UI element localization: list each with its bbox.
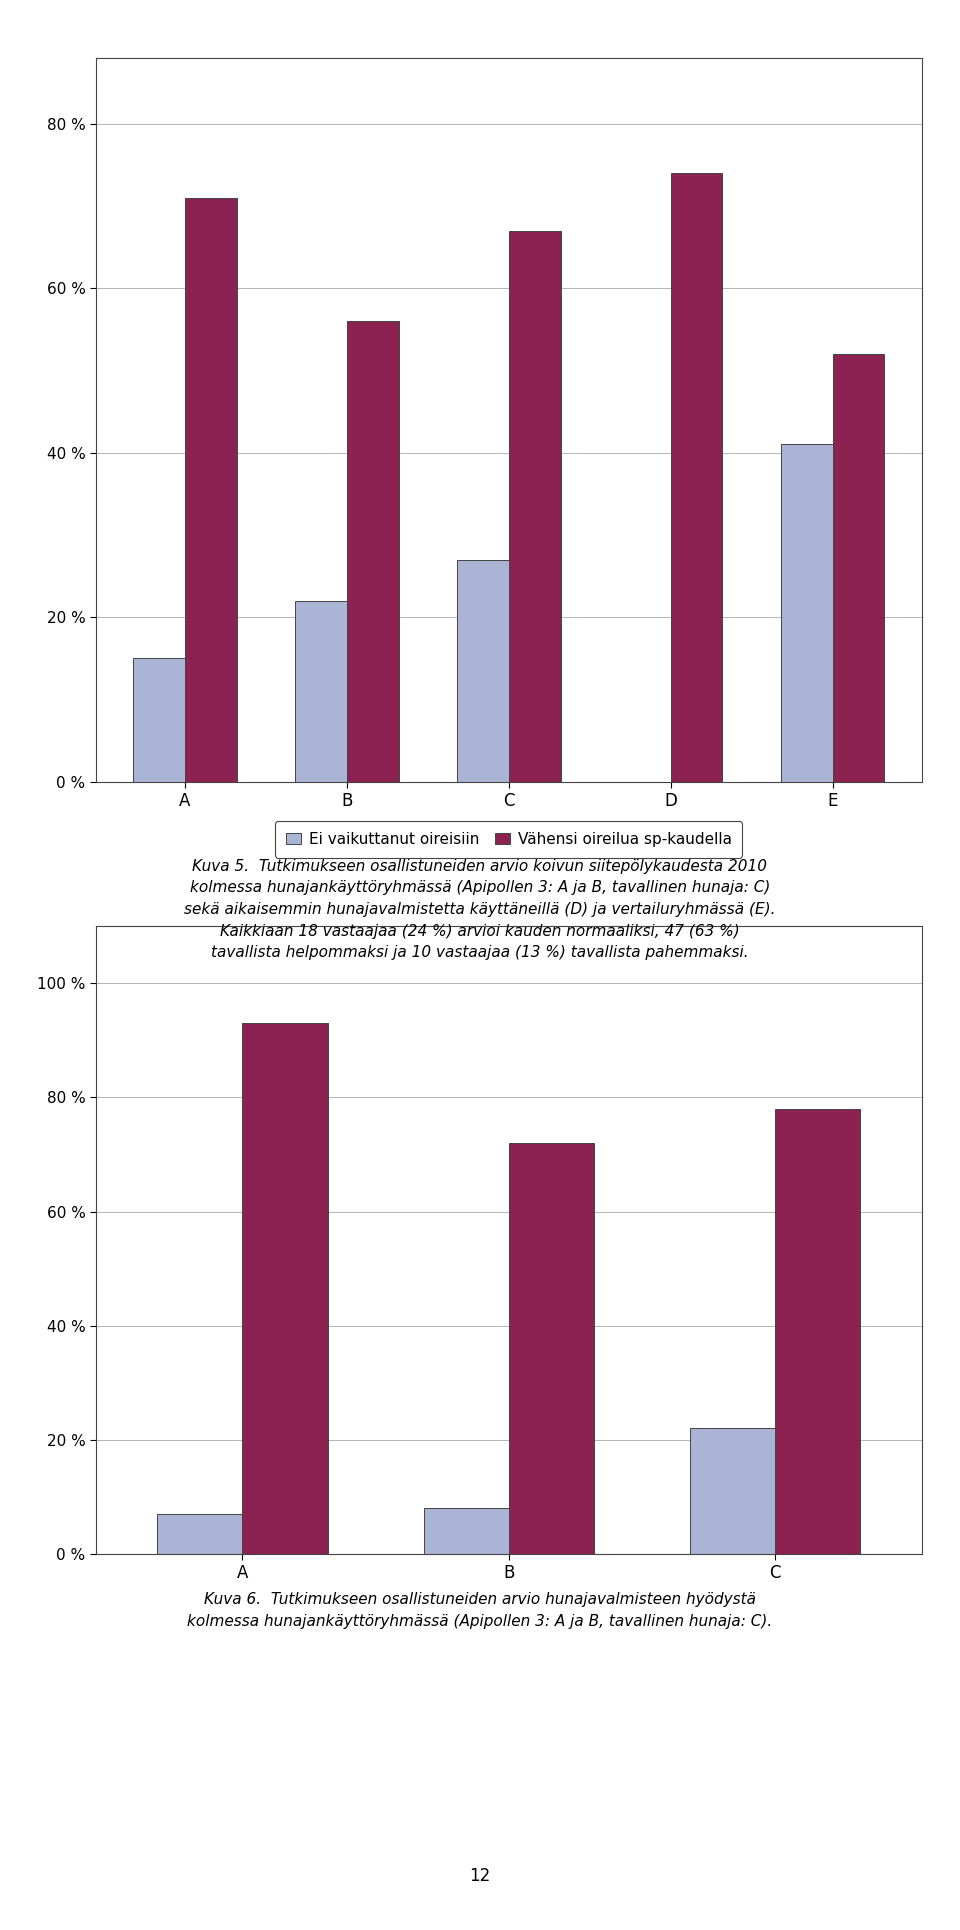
Bar [671, 174, 723, 782]
Bar [157, 1513, 243, 1554]
Bar [243, 1023, 327, 1554]
Bar [185, 197, 237, 782]
Text: Kuva 6.  Tutkimukseen osallistuneiden arvio hunajavalmisteen hyödystä
kolmessa h: Kuva 6. Tutkimukseen osallistuneiden arv… [187, 1592, 773, 1629]
Bar [509, 230, 561, 782]
Legend: Ei vaikuttanut oireisiin, Vähensi oireilua sp-kaudella: Ei vaikuttanut oireisiin, Vähensi oireil… [276, 820, 742, 857]
Text: Kuva 5.  Tutkimukseen osallistuneiden arvio koivun siitepölykaudesta 2010
kolmes: Kuva 5. Tutkimukseen osallistuneiden arv… [184, 859, 776, 961]
Bar [690, 1428, 775, 1554]
Bar [780, 444, 832, 782]
Bar [295, 600, 347, 782]
Bar [832, 353, 884, 782]
Bar [347, 320, 398, 782]
Bar [133, 658, 185, 782]
Bar [775, 1110, 860, 1554]
Bar [509, 1143, 594, 1554]
Text: 12: 12 [469, 1866, 491, 1886]
Bar [457, 560, 509, 782]
Bar [423, 1507, 509, 1554]
